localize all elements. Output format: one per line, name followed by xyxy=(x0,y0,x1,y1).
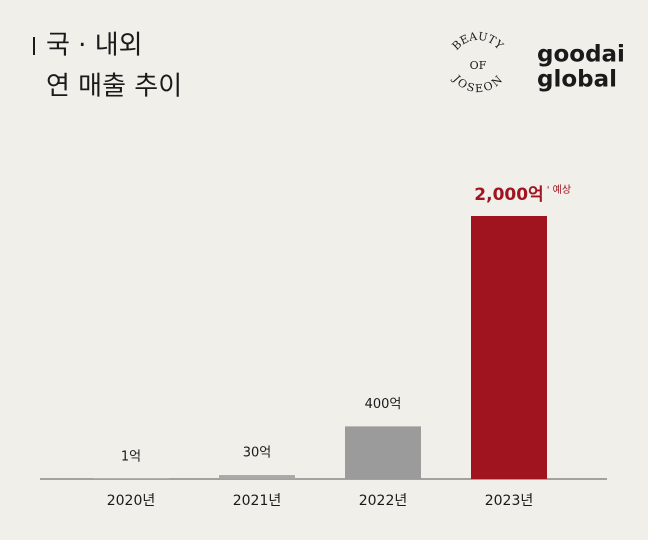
company-logo: global xyxy=(537,67,617,93)
chart-title: 연 매출 추이 xyxy=(46,72,182,102)
value-label: 30억 xyxy=(243,446,272,461)
x-tick-label: 2020년 xyxy=(107,493,156,509)
x-tick-label: 2021년 xyxy=(233,493,282,509)
brand-logo-text: BEAUTY xyxy=(450,30,506,53)
x-tick-label: 2022년 xyxy=(359,493,408,509)
company-logo: goodai xyxy=(537,42,625,68)
value-label: 2,000억 xyxy=(474,185,543,205)
value-label: 1억 xyxy=(121,449,141,464)
annotation: ' 예상 xyxy=(547,184,571,196)
brand-logo-top: BEAUTY xyxy=(450,30,507,53)
bar xyxy=(219,475,295,479)
chart-title: 국 · 내외 xyxy=(46,31,143,61)
x-tick-label: 2023년 xyxy=(485,493,534,509)
value-label: 400억 xyxy=(365,397,402,412)
bar xyxy=(471,216,547,479)
bar xyxy=(345,426,421,479)
brand-logo-middle: OF xyxy=(470,59,487,72)
